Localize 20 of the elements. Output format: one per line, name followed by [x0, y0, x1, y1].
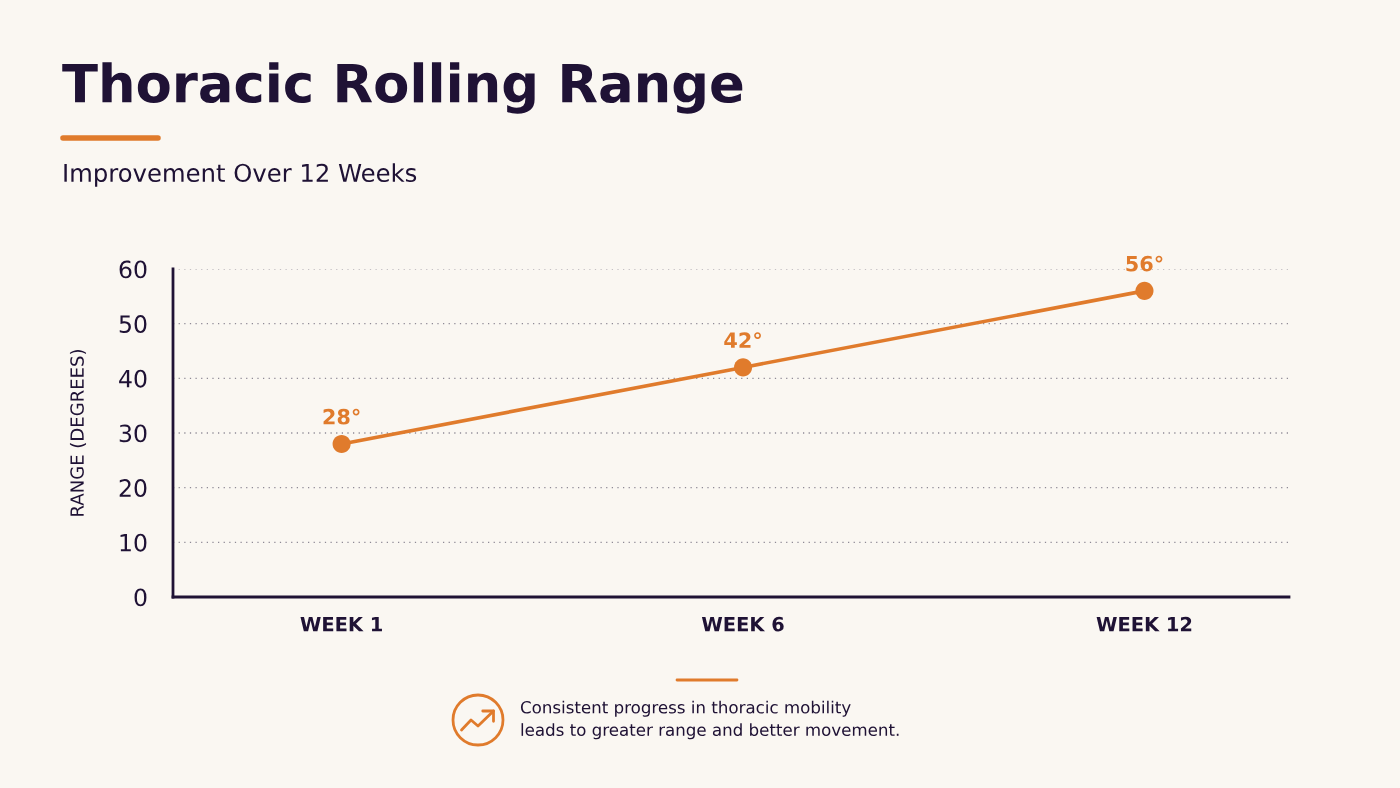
y-tick-label: 0: [134, 588, 147, 607]
x-tick-label: WEEK 6: [701, 616, 784, 632]
text: Consistent progress in thoracic mobility leads to greater range and better movement.: [520, 700, 899, 740]
y-tick-label: 40: [119, 369, 147, 388]
point: [734, 358, 753, 377]
y-tick-label: 30: [119, 424, 147, 443]
chart-title: Thoracic Rolling Range: [62, 62, 743, 114]
chart-subtitle: Improvement Over 12 Weeks: [64, 163, 417, 187]
y-tick-label: 60: [119, 260, 147, 279]
y-tick-label: 10: [120, 533, 147, 552]
x-tick-label: WEEK 1: [300, 617, 382, 632]
data-label: 42°: [724, 332, 761, 348]
x-tick-label: WEEK 12: [1096, 616, 1192, 632]
data-label: 56°: [1126, 255, 1163, 272]
data-label: 28°: [323, 408, 360, 425]
y-tick-label: 50: [119, 315, 147, 333]
point: [1135, 281, 1154, 300]
y-axis-title: RANGE (DEGREES): [69, 350, 87, 516]
point: [332, 434, 351, 453]
y-tick-label: 20: [119, 479, 147, 497]
